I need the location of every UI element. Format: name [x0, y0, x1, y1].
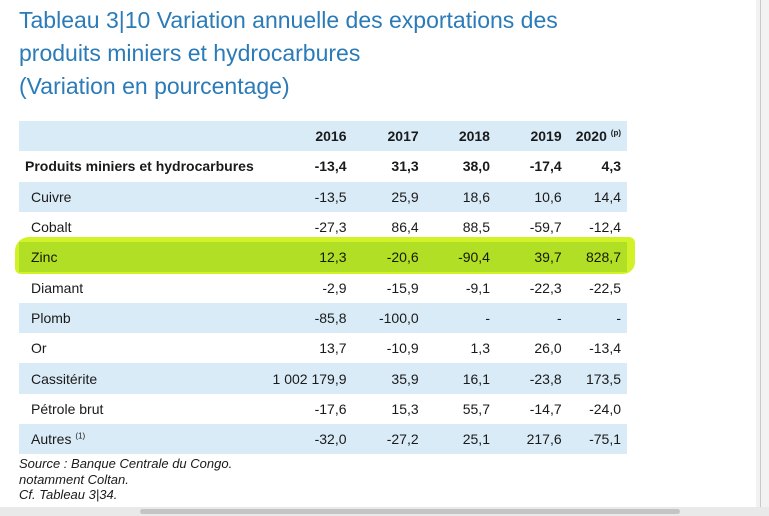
- header-year: 2017: [387, 128, 419, 145]
- table-row: Or 13,7 -10,9 1,3 26,0 -13,4: [19, 333, 627, 363]
- source-note: Source : Banque Centrale du Congo.: [19, 456, 233, 471]
- footnote-1: notamment Coltan.: [19, 471, 129, 487]
- cell-value: 12,3: [319, 249, 347, 266]
- header-year-provisional: 2020 (p): [562, 121, 627, 151]
- cross-reference: Cf. Tableau 3|34.: [19, 487, 118, 502]
- table-title: Tableau 3|10 Variation annuelle des expo…: [19, 4, 719, 103]
- cell-value: -17,6: [314, 400, 347, 417]
- header-year: 2019: [530, 128, 562, 145]
- header-year: 2018: [458, 128, 490, 145]
- header-year: 2016: [315, 128, 347, 145]
- cell-value: -13,4: [589, 340, 621, 357]
- cell-value: -10,9: [386, 340, 419, 357]
- cell-value: -22,3: [529, 279, 562, 296]
- cell-value: -100,0: [378, 309, 419, 326]
- cell-value: -: [556, 309, 562, 326]
- cell-value: -: [485, 309, 490, 326]
- cell-value: 18,6: [462, 188, 490, 205]
- table-row: Cassitérite 1 002 179,9 35,9 16,1 -23,8 …: [19, 363, 627, 394]
- cell-value: -23,8: [529, 370, 562, 387]
- title-line-2: produits miniers et hydrocarbures: [19, 40, 361, 66]
- cell-value: -32,0: [314, 431, 347, 448]
- cell-value: 828,7: [585, 249, 621, 266]
- cell-value: -27,2: [386, 431, 419, 448]
- cell-value: 38,0: [462, 158, 490, 175]
- row-label: Autres: [31, 431, 72, 448]
- scrollbar-track: [760, 0, 761, 516]
- table-row: Pétrole brut -17,6 15,3 55,7 -14,7 -24,0: [19, 394, 627, 424]
- row-label: Zinc: [31, 249, 58, 266]
- cell-value: 25,1: [462, 431, 490, 448]
- cell-value: -75,1: [589, 431, 621, 448]
- cell-value: -13,4: [314, 158, 347, 175]
- row-label: Plomb: [31, 309, 71, 326]
- table-number: Tableau 3|10: [19, 7, 151, 33]
- cell-value: 10,6: [534, 188, 562, 205]
- scrollbar-thumb[interactable]: [140, 509, 680, 514]
- cell-value: 1 002 179,9: [272, 370, 347, 387]
- table-notes: Source : Banque Centrale du Congo. notam…: [19, 456, 232, 503]
- cell-value: 26,0: [534, 340, 562, 357]
- cell-value: 31,3: [391, 158, 419, 175]
- cell-value: 217,6: [526, 431, 562, 448]
- cell-value: 15,3: [391, 400, 419, 417]
- row-label: Produits miniers et hydrocarbures: [25, 158, 254, 175]
- cell-value: -85,8: [314, 309, 347, 326]
- cell-value: 16,1: [462, 370, 490, 387]
- horizontal-scrollbar[interactable]: [0, 507, 769, 516]
- cell-value: -2,9: [322, 279, 347, 296]
- cell-value: 39,7: [534, 249, 562, 266]
- title-text: Variation annuelle des exportations des: [156, 7, 558, 33]
- header-year-value: 2020: [575, 128, 607, 145]
- cell-value: 173,5: [585, 370, 621, 387]
- cell-value: 35,9: [391, 370, 419, 387]
- table-row-total: Produits miniers et hydrocarbures -13,4 …: [19, 151, 627, 181]
- cell-value: -22,5: [589, 279, 621, 296]
- row-label-with-note: Autres (1): [19, 424, 254, 454]
- cell-value: -9,1: [465, 279, 490, 296]
- cell-value: -20,6: [386, 249, 419, 266]
- row-label: Diamant: [31, 279, 84, 296]
- cell-value: -12,4: [589, 219, 621, 236]
- cell-value: -: [616, 309, 621, 326]
- table-row-highlighted: Zinc 12,3 -20,6 -90,4 39,7 828,7: [19, 242, 627, 273]
- table-row: Cobalt -27,3 86,4 88,5 -59,7 -12,4: [19, 212, 627, 242]
- cell-value: 1,3: [470, 340, 490, 357]
- table-row: Autres (1) -32,0 -27,2 25,1 217,6 -75,1: [19, 423, 627, 455]
- cell-value: -59,7: [529, 219, 562, 236]
- header-label-cell: [19, 121, 254, 151]
- cell-value: -24,0: [589, 400, 621, 417]
- cell-value: -13,5: [314, 188, 347, 205]
- title-subtitle: (Variation en pourcentage): [19, 73, 290, 99]
- row-label: Cuivre: [31, 188, 72, 205]
- cell-value: -17,4: [529, 158, 562, 175]
- footnote-marker: (1): [75, 431, 86, 441]
- cell-value: -27,3: [314, 219, 347, 236]
- cell-value: 55,7: [462, 400, 490, 417]
- row-label: Cassitérite: [31, 370, 98, 387]
- table-row: Diamant -2,9 -15,9 -9,1 -22,3 -22,5: [19, 272, 627, 302]
- provisional-note: (p): [610, 128, 621, 138]
- row-label: Or: [31, 340, 47, 357]
- row-label: Pétrole brut: [31, 400, 104, 417]
- exports-table: 2016 2017 2018 2019 2020 (p) Produits mi…: [19, 121, 627, 455]
- cell-value: 88,5: [462, 219, 490, 236]
- cell-value: -15,9: [386, 279, 419, 296]
- cell-value: -14,7: [529, 400, 562, 417]
- table-row: Plomb -85,8 -100,0 - - -: [19, 302, 627, 334]
- cell-value: -90,4: [458, 249, 490, 266]
- cell-value: 86,4: [391, 219, 419, 236]
- cell-value: 13,7: [319, 340, 347, 357]
- cell-value: 4,3: [601, 158, 621, 175]
- vertical-scrollbar[interactable]: [756, 0, 769, 516]
- cell-value: 25,9: [391, 188, 419, 205]
- row-label: Cobalt: [31, 219, 72, 236]
- cell-value: 14,4: [593, 188, 621, 205]
- title-line-1: Tableau 3|10 Variation annuelle des expo…: [19, 4, 719, 37]
- table-row: Cuivre -13,5 25,9 18,6 10,6 14,4: [19, 181, 627, 212]
- table-header-row: 2016 2017 2018 2019 2020 (p): [19, 121, 627, 152]
